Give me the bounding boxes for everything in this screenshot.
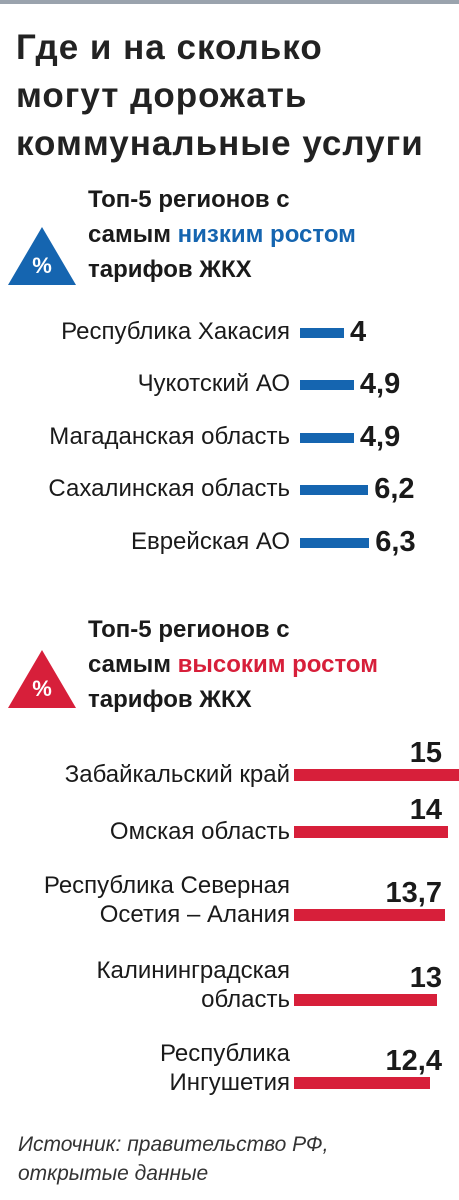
value-label: 6,3 [375, 526, 416, 558]
category-label: Магаданская область [49, 423, 290, 450]
bar [294, 909, 445, 921]
category-label: Еврейская АО [130, 528, 290, 555]
category-label: Калининградская область [96, 957, 290, 1013]
subtitle-highlight: высоким ростом [177, 651, 379, 678]
value-label: 4,9 [359, 368, 401, 400]
subtitle: Топ-5 регионов с самым высоким ростом тари… [88, 612, 378, 717]
bar [300, 433, 354, 443]
value-label: 6,2 [374, 473, 415, 505]
title: Где и на сколько могут дорожать коммунал… [16, 28, 424, 163]
top-rule [0, 0, 459, 4]
category-label: Чукотский АО [137, 370, 290, 397]
category-label: Сахалинская область [48, 475, 290, 502]
category-label: Республика Северная Осетия – Алания [43, 872, 290, 928]
icon-triangle [8, 227, 76, 285]
value-label: 15 [409, 737, 442, 769]
subtitle-line: Топ-5 регионов с [88, 186, 290, 213]
value-label: 4 [350, 316, 367, 348]
value-label: 12,4 [385, 1045, 442, 1077]
bar [294, 826, 448, 838]
icon: % [8, 227, 76, 285]
bar [300, 328, 344, 338]
bar [294, 1077, 431, 1089]
value-label: 13,7 [385, 877, 442, 909]
subtitle-line: тарифов ЖКХ [88, 256, 252, 283]
category-label: Забайкальский край [64, 761, 290, 788]
source: Источник: правительство РФ, открытые дан… [18, 1133, 329, 1185]
bar [294, 994, 437, 1006]
value-label: 14 [409, 794, 442, 826]
value-label: 4,9 [359, 421, 401, 453]
bar [300, 485, 369, 495]
subtitle-highlight: низким ростом [177, 221, 356, 248]
subtitle-text: самым [88, 651, 171, 678]
bar [294, 769, 459, 781]
icon-label: % [32, 676, 52, 701]
subtitle-line: тарифов ЖКХ [88, 686, 252, 713]
icon-label: % [32, 253, 52, 278]
category-label: Республика Ингушетия [159, 1040, 290, 1096]
subtitle: Топ-5 регионов с самым низким ростом тариф… [88, 182, 356, 287]
icon-triangle [8, 650, 76, 708]
value-label: 13 [409, 962, 442, 994]
bar [300, 380, 354, 390]
subtitle-line: Топ-5 регионов с [88, 616, 290, 643]
bar [300, 538, 370, 548]
category-label: Омская область [109, 818, 290, 845]
subtitle-text: самым [88, 221, 171, 248]
icon: % [8, 650, 76, 708]
category-label: Республика Хакасия [61, 318, 290, 345]
